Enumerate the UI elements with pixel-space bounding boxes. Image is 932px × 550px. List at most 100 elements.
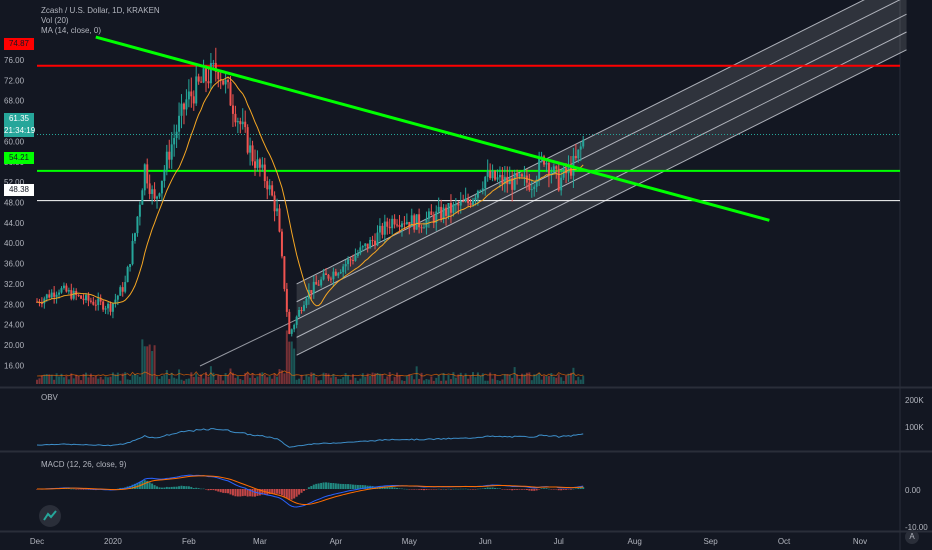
macd-hist-bar — [185, 486, 188, 489]
macd-hist-bar — [408, 489, 411, 490]
volume-bar — [92, 377, 95, 384]
volume-bar — [80, 380, 83, 384]
candle-body — [180, 103, 183, 116]
last-price-tag: 61.35 — [4, 113, 34, 125]
volume-bar — [190, 372, 193, 384]
macd-hist-bar — [337, 483, 340, 489]
macd-hist-bar — [398, 488, 401, 489]
candle-body — [185, 99, 188, 110]
volume-bar — [479, 375, 482, 384]
candle-body — [339, 271, 342, 274]
macd-hist-bar — [271, 489, 274, 494]
chart-legend: Zcash / U.S. Dollar, 1D, KRAKEN Vol (20)… — [41, 6, 160, 36]
macd-hist-bar — [516, 489, 519, 490]
candle-body — [393, 218, 396, 225]
candle-body — [452, 204, 455, 213]
candle-body — [462, 201, 465, 203]
macd-hist-bar — [236, 489, 239, 497]
candle-body — [408, 222, 411, 227]
macd-hist-bar — [300, 489, 303, 493]
candle-body — [80, 295, 83, 299]
y-tick-label-13: 24.00 — [4, 321, 25, 330]
macd-hist-bar — [239, 489, 242, 497]
macd-hist-bar — [278, 489, 281, 495]
candle-body — [447, 202, 450, 216]
volume-bar — [197, 376, 200, 384]
candle-body — [503, 176, 506, 184]
volume-bar — [65, 375, 68, 384]
macd-hist-bar — [192, 488, 195, 489]
y-tick-label-0: 76.00 — [4, 56, 25, 65]
volume-bar — [486, 380, 489, 384]
macd-hist-bar — [486, 487, 489, 489]
y-tick-label-2: 68.00 — [4, 97, 25, 106]
candle-body — [386, 221, 389, 227]
macd-hist-bar — [494, 487, 497, 489]
volume-bar — [471, 372, 474, 384]
candle-body — [107, 303, 110, 309]
volume-bar — [119, 380, 122, 384]
volume-bar — [256, 376, 259, 384]
x-tick-label-10: Oct — [778, 537, 791, 546]
volume-bar — [552, 376, 555, 384]
volume-bar — [38, 378, 41, 384]
volume-bar — [437, 374, 440, 384]
macd-hist-bar — [420, 489, 423, 490]
volume-bar — [298, 378, 301, 384]
volume-bar — [378, 373, 381, 384]
x-tick-label-4: Apr — [330, 537, 343, 546]
volume-bar — [574, 380, 577, 384]
volume-bar — [498, 380, 501, 384]
volume-bar — [160, 376, 163, 384]
candle-body — [388, 226, 391, 229]
candle-body — [484, 176, 487, 189]
candle-body — [464, 198, 467, 202]
volume-bar — [278, 369, 281, 384]
volume-bar — [222, 380, 225, 384]
candle-body — [317, 284, 320, 286]
auto-scale-button[interactable]: A — [905, 530, 919, 544]
macd-hist-bar — [489, 487, 492, 489]
macd-hist-bar — [513, 489, 516, 490]
obv-label: OBV — [41, 393, 58, 402]
candle-body — [253, 161, 256, 168]
volume-bar — [124, 372, 127, 384]
volume-bar — [268, 376, 271, 384]
macd-hist-bar — [464, 488, 467, 490]
candle-body — [569, 165, 572, 176]
macd-hist-bar — [374, 486, 377, 489]
volume-bar — [464, 373, 467, 384]
volume-bar — [374, 373, 377, 384]
macd-hist-bar — [427, 489, 430, 490]
regression-channel-fill — [296, 0, 907, 356]
macd-line — [36, 474, 584, 508]
tradingview-logo[interactable] — [39, 505, 61, 527]
macd-hist-bar — [547, 488, 550, 490]
candle-body — [288, 311, 291, 334]
volume-bar — [168, 378, 171, 384]
macd-hist-bar — [293, 489, 296, 499]
green-level-tag: 54.21 — [4, 152, 34, 164]
macd-hist-bar — [207, 489, 210, 491]
candle-body — [62, 285, 65, 289]
candle-body — [55, 294, 58, 297]
volume-bar — [420, 372, 423, 384]
candle-body — [60, 288, 63, 293]
candle-body — [136, 216, 139, 234]
volume-bar — [320, 380, 323, 384]
candle-body — [173, 137, 176, 145]
candle-body — [192, 96, 195, 104]
candle-body — [165, 151, 168, 170]
macd-hist-bar — [364, 485, 367, 489]
volume-bar — [317, 380, 320, 384]
volume-bar — [305, 374, 308, 384]
y-tick-label-7: 48.00 — [4, 199, 25, 208]
macd-hist-bar — [173, 486, 176, 489]
volume-bar — [582, 375, 585, 384]
volume-bar — [393, 376, 396, 384]
volume-bar — [148, 344, 151, 384]
volume-bar — [388, 372, 391, 384]
volume-bar — [178, 369, 181, 384]
volume-bar — [454, 377, 457, 384]
